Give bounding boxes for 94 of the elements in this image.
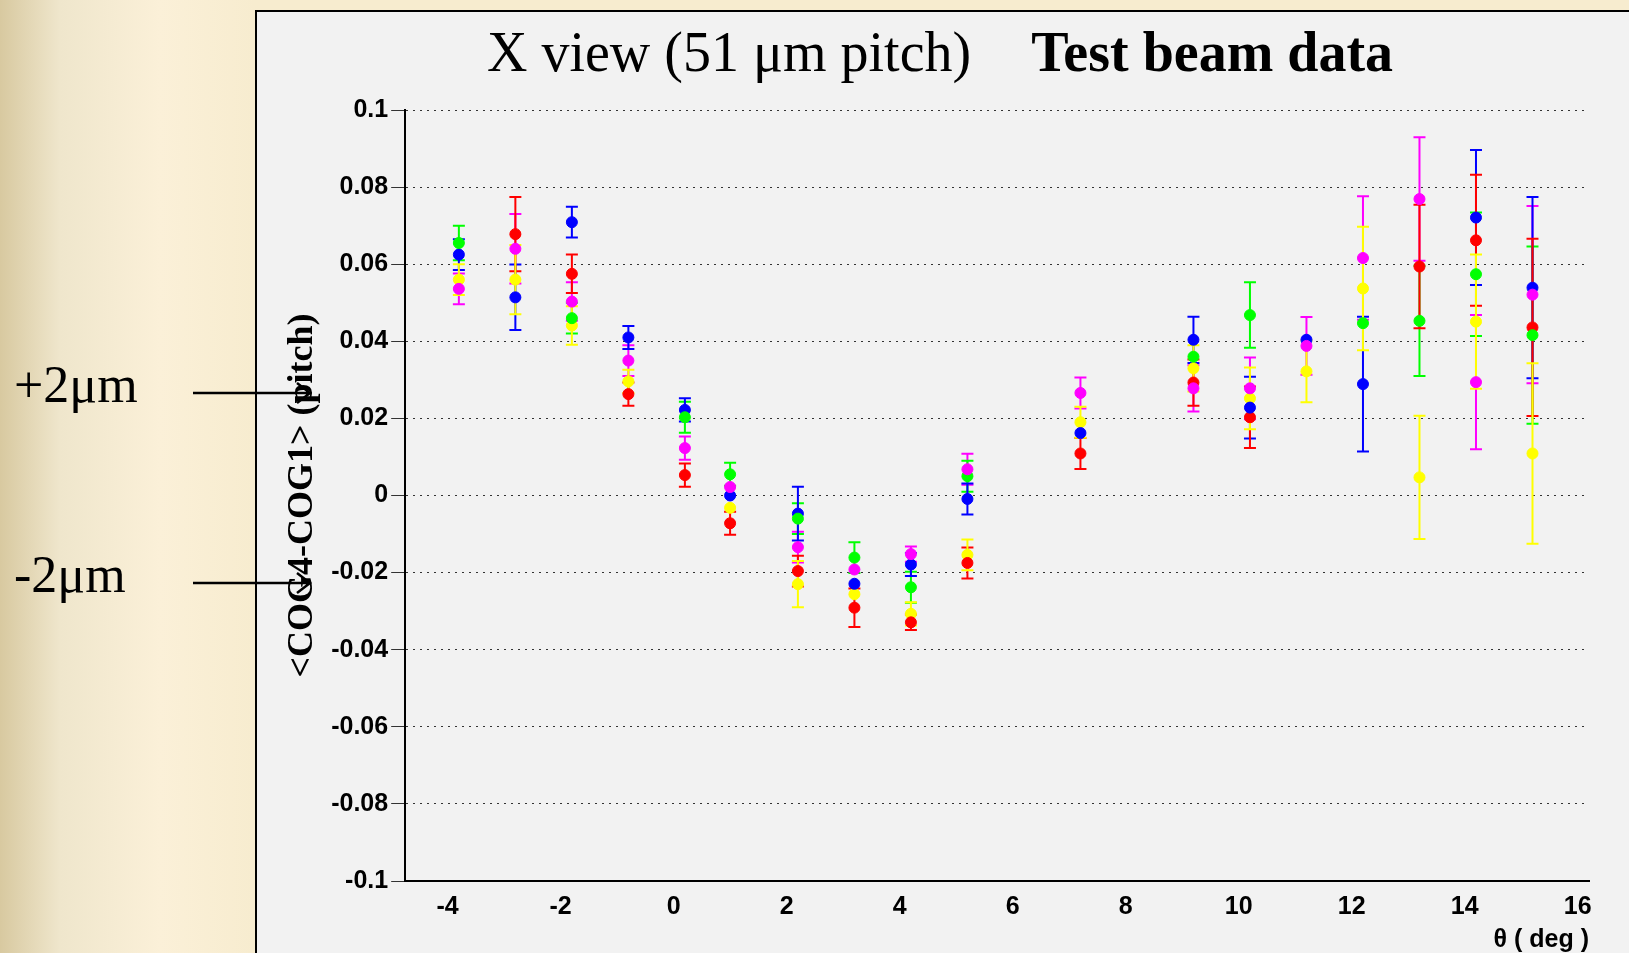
point xyxy=(848,588,861,601)
point xyxy=(791,578,804,591)
point xyxy=(452,248,465,261)
x-tick-label: 2 xyxy=(779,890,794,919)
point xyxy=(622,375,635,388)
point xyxy=(509,291,522,304)
x-tick-label: 4 xyxy=(892,890,907,919)
point xyxy=(1243,382,1256,395)
point xyxy=(1413,260,1426,273)
point xyxy=(1526,329,1539,342)
point xyxy=(724,517,737,530)
point xyxy=(1243,411,1256,424)
point xyxy=(1413,314,1426,327)
x-tick-label: 6 xyxy=(1005,890,1020,919)
point xyxy=(1074,416,1087,429)
point xyxy=(509,228,522,241)
point xyxy=(678,442,691,455)
point xyxy=(452,237,465,249)
point xyxy=(961,463,974,476)
y-tick-label: -0.04 xyxy=(331,633,389,662)
point xyxy=(1300,365,1313,378)
point xyxy=(622,331,635,344)
point xyxy=(724,481,737,494)
y-tick-label: -0.1 xyxy=(345,864,389,893)
point xyxy=(622,388,635,401)
text: -2μm xyxy=(14,545,126,604)
point xyxy=(622,354,635,367)
y-tick-label: 0.1 xyxy=(353,93,389,122)
point xyxy=(1413,471,1426,484)
y-tick-label: -0.08 xyxy=(331,787,389,816)
point xyxy=(904,558,917,571)
point xyxy=(1300,339,1313,352)
point xyxy=(1187,382,1200,395)
point xyxy=(1356,252,1369,265)
point xyxy=(1243,309,1256,322)
point xyxy=(1074,427,1087,440)
x-tick-label: 16 xyxy=(1563,890,1592,919)
y-tick-label: 0.04 xyxy=(339,325,389,354)
y-tick-label: -0.02 xyxy=(331,556,389,585)
point xyxy=(848,601,861,614)
text: +2μm xyxy=(14,355,138,414)
point xyxy=(565,216,578,229)
point xyxy=(1187,362,1200,375)
y-tick-label: 0.08 xyxy=(339,170,389,199)
point xyxy=(1469,315,1482,328)
x-tick-label: 0 xyxy=(666,890,681,919)
chart-title: X view (51 μm pitch) xyxy=(487,21,972,83)
x-tick-label: 10 xyxy=(1224,890,1253,919)
x-tick-label: -2 xyxy=(549,890,572,919)
chart-subtitle: Test beam data xyxy=(1031,21,1394,83)
point xyxy=(848,563,861,576)
x-tick-label: -4 xyxy=(436,890,459,919)
point xyxy=(1469,268,1482,281)
point xyxy=(1526,447,1539,460)
point xyxy=(565,295,578,308)
point xyxy=(1356,378,1369,391)
point xyxy=(1074,386,1087,399)
point xyxy=(452,282,465,295)
point xyxy=(1356,317,1369,330)
point xyxy=(961,492,974,505)
point xyxy=(1469,234,1482,247)
point xyxy=(678,411,691,424)
point xyxy=(509,242,522,255)
x-tick-label: 8 xyxy=(1118,890,1133,919)
y-tick-label: 0.06 xyxy=(339,248,389,277)
point xyxy=(848,551,861,564)
y-tick-label: 0.02 xyxy=(339,402,389,431)
y-tick-label: -0.06 xyxy=(331,710,389,739)
x-tick-label: 14 xyxy=(1450,890,1479,919)
point xyxy=(724,468,737,481)
point xyxy=(565,267,578,280)
y-axis-title: <COG4-COG1> (pitch) xyxy=(279,313,320,678)
point xyxy=(1356,282,1369,295)
point xyxy=(1469,376,1482,389)
x-tick-label: 12 xyxy=(1337,890,1366,919)
point xyxy=(904,581,917,594)
point xyxy=(1187,350,1200,363)
point xyxy=(791,565,804,578)
point xyxy=(1243,401,1256,414)
point xyxy=(724,501,737,514)
point xyxy=(565,312,578,325)
point xyxy=(1469,211,1482,224)
point xyxy=(678,469,691,482)
point xyxy=(509,273,522,286)
point xyxy=(791,541,804,554)
point xyxy=(961,556,974,569)
point xyxy=(1526,288,1539,301)
point xyxy=(848,577,861,590)
y-tick-label: 0 xyxy=(374,479,389,508)
point xyxy=(791,512,804,525)
point xyxy=(1187,333,1200,346)
x-axis-title: θ ( deg ) xyxy=(1493,923,1589,952)
point xyxy=(1074,447,1087,460)
point xyxy=(1413,193,1426,206)
